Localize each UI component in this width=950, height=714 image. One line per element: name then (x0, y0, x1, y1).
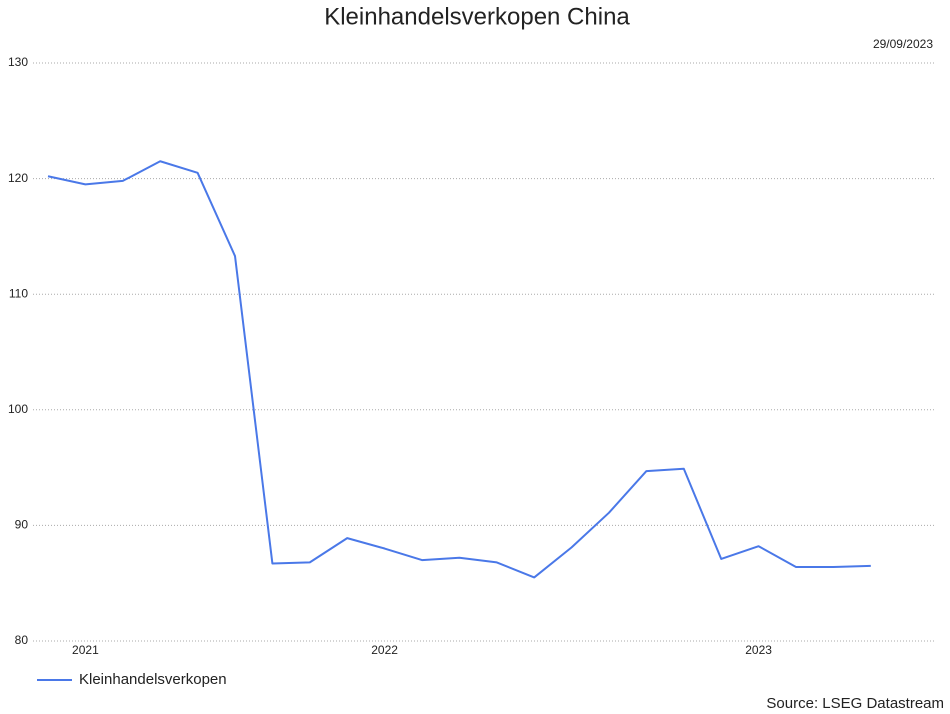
x-tick-label: 2021 (72, 643, 99, 657)
chart-title: Kleinhandelsverkopen China (324, 3, 630, 30)
y-tick-label: 130 (8, 55, 28, 69)
line-series (47, 160, 871, 579)
legend-label: Kleinhandelsverkopen (79, 671, 227, 688)
y-tick-label: 120 (8, 171, 28, 185)
y-tick-label: 90 (15, 518, 29, 532)
date: 29/09/2023 (873, 37, 933, 51)
y-tick-label: 110 (9, 286, 28, 300)
x-tick-label: 2022 (371, 643, 398, 657)
y-tick-label: 80 (15, 633, 29, 647)
x-tick-label: 2023 (745, 643, 772, 657)
y-tick-label: 100 (8, 402, 28, 416)
source: Source: LSEG Datastream (766, 695, 944, 712)
